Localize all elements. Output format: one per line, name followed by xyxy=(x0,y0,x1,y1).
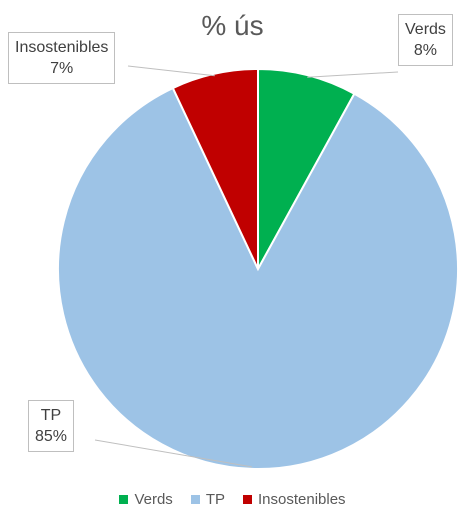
pie-slice-tp[interactable] xyxy=(57,86,459,470)
data-label-category: TP xyxy=(40,407,62,424)
legend-label: TP xyxy=(205,491,225,508)
legend-swatch xyxy=(190,495,200,504)
legend-item-verds[interactable]: Verds xyxy=(119,491,173,508)
data-label-value: 8% xyxy=(413,42,438,59)
legend-item-tp[interactable]: TP xyxy=(190,491,225,508)
data-label-verds: Verds 8% xyxy=(398,14,453,66)
legend-label: Insostenibles xyxy=(257,491,346,508)
data-label-tp: TP 85% xyxy=(28,400,75,452)
legend-label: Verds xyxy=(134,491,173,508)
leader-line-verds xyxy=(307,71,399,78)
legend-item-insostenibles[interactable]: Insostenibles xyxy=(242,491,346,508)
pie-slice-insostenibles[interactable] xyxy=(171,67,259,270)
data-label-value: 85% xyxy=(35,428,68,445)
chart-title: % ús xyxy=(201,10,264,41)
leader-line-tp xyxy=(94,439,252,468)
leader-line-insostenibles xyxy=(127,65,215,77)
data-label-category: Insostenibles xyxy=(15,39,109,56)
data-label-category: Verds xyxy=(405,21,446,38)
data-label-value: 7% xyxy=(50,60,74,77)
legend-swatch xyxy=(119,495,129,504)
legend: Verds TP Insostenibles xyxy=(0,491,465,508)
pie-slice-verds[interactable] xyxy=(257,67,356,270)
legend-swatch xyxy=(242,495,252,504)
data-label-insostenibles: Insostenibles 7% xyxy=(8,32,116,84)
